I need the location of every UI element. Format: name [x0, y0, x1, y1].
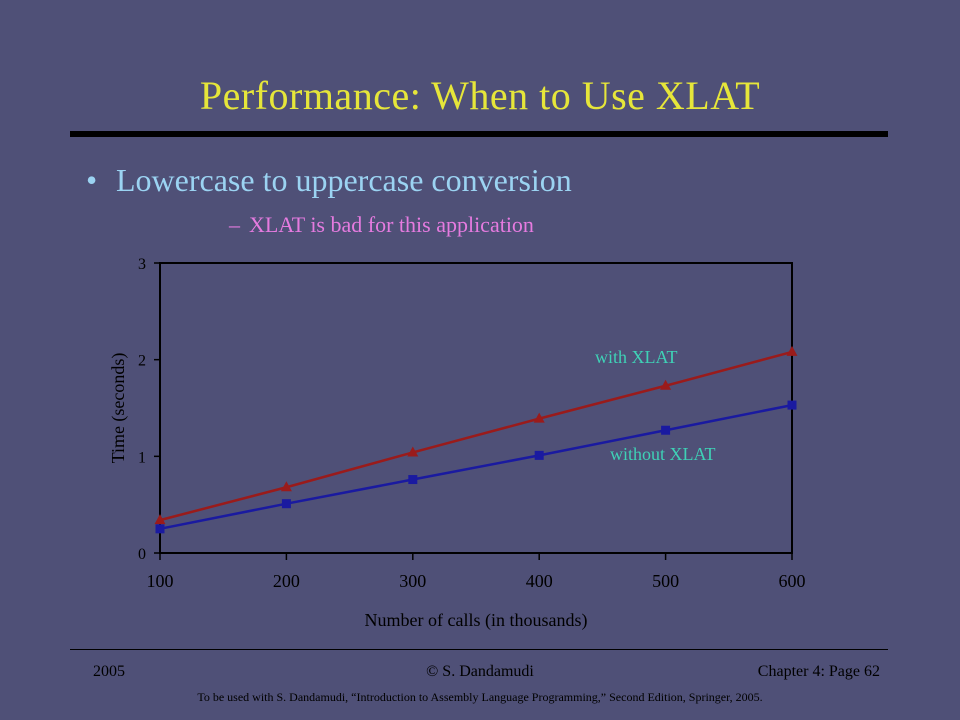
data-point-triangle	[786, 345, 798, 356]
y-tick-label: 0	[138, 546, 146, 563]
data-point-square	[787, 400, 797, 410]
footer-divider	[70, 649, 888, 650]
data-point-triangle	[154, 514, 166, 525]
data-point-square	[155, 524, 165, 534]
series-line-0	[159, 350, 793, 522]
footer-author: © S. Dandamudi	[426, 663, 534, 680]
y-tick-label: 1	[138, 449, 146, 466]
y-axis-label: Time (seconds)	[108, 353, 129, 464]
sub-bullet-text: XLAT is bad for this application	[249, 212, 534, 237]
data-point-triangle	[407, 446, 419, 457]
x-tick-label: 400	[526, 571, 553, 591]
sub-bullet-marker: –	[229, 212, 240, 237]
y-axis: 0 1 2 3	[138, 256, 160, 563]
series-label-0: with XLAT	[595, 347, 678, 367]
x-tick-label: 500	[652, 571, 679, 591]
x-axis-label: Number of calls (in thousands)	[365, 610, 588, 631]
data-point-square	[534, 450, 544, 460]
data-point-square	[661, 425, 671, 435]
slide-title: Performance: When to Use XLAT	[199, 73, 761, 118]
series-label-1: without XLAT	[610, 444, 716, 464]
title-divider	[70, 131, 888, 137]
series-labels: with XLAT without XLAT	[595, 347, 716, 464]
x-tick-label: 300	[399, 571, 426, 591]
main-bullet: • Lowercase to uppercase conversion	[86, 162, 572, 199]
sub-bullet: – XLAT is bad for this application	[229, 212, 534, 238]
data-point-triangle	[280, 481, 292, 492]
x-axis: 100 200 300 400 500 600	[147, 553, 806, 591]
bullet-marker: •	[86, 162, 98, 198]
main-bullet-text: Lowercase to uppercase conversion	[116, 162, 572, 198]
data-point-triangle	[533, 412, 545, 423]
footer-year: 2005	[93, 663, 125, 680]
x-tick-label: 100	[147, 571, 174, 591]
data-point-square	[408, 475, 418, 485]
y-tick-label: 3	[138, 256, 146, 273]
data-point-square	[281, 499, 291, 509]
x-tick-label: 600	[779, 571, 806, 591]
data-point-triangle	[660, 379, 672, 390]
footer-page: Chapter 4: Page 62	[757, 663, 880, 680]
footer-note: To be used with S. Dandamudi, “Introduct…	[197, 690, 763, 704]
x-tick-label: 200	[273, 571, 300, 591]
series-group	[154, 345, 798, 534]
y-tick-label: 2	[138, 353, 146, 370]
series-line-1	[159, 403, 793, 531]
